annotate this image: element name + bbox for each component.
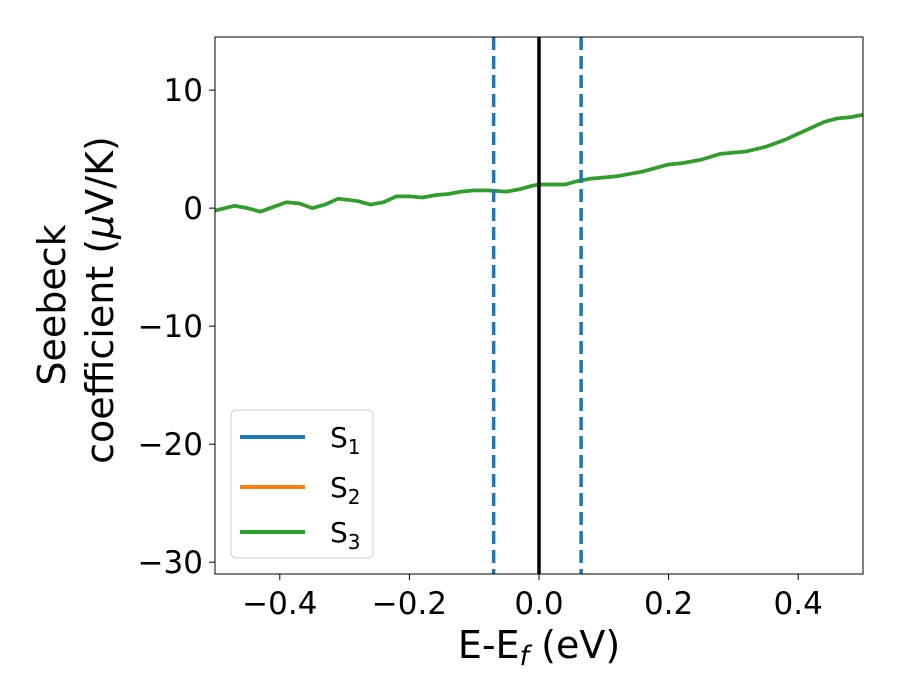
x-axis-ticks: −0.4 −0.2 0.0 0.2 0.4 <box>242 574 823 622</box>
legend-label-s2: S2 <box>330 471 361 509</box>
x-tick-label: 0.2 <box>644 586 693 622</box>
y-tick-label: 0 <box>183 191 203 227</box>
legend: S1 S2 S3 <box>230 409 374 559</box>
x-tick-label: −0.4 <box>242 586 317 622</box>
x-axis-label: E-Ef (eV) <box>458 623 620 672</box>
y-axis-label-line1: Seebeck <box>30 224 74 385</box>
reference-lines <box>491 37 583 574</box>
x-tick-label: −0.2 <box>372 586 447 622</box>
y-axis-ticks: 10 0 −10 −20 −30 <box>138 73 215 581</box>
series-line-s3 <box>215 113 863 214</box>
x-tick-label: 0.0 <box>514 586 563 622</box>
legend-box <box>230 409 374 559</box>
y-tick-label: −10 <box>138 309 203 345</box>
legend-label-s3: S3 <box>330 516 361 554</box>
plot-area <box>215 37 863 574</box>
series-lines <box>215 113 863 214</box>
y-tick-label: −20 <box>138 427 203 463</box>
y-tick-label: 10 <box>164 73 203 109</box>
y-axis-label-line2: coefficient (μV/K) <box>78 136 122 464</box>
legend-label-s1: S1 <box>330 421 361 459</box>
y-tick-label: −30 <box>138 545 203 581</box>
x-tick-label: 0.4 <box>774 586 823 622</box>
